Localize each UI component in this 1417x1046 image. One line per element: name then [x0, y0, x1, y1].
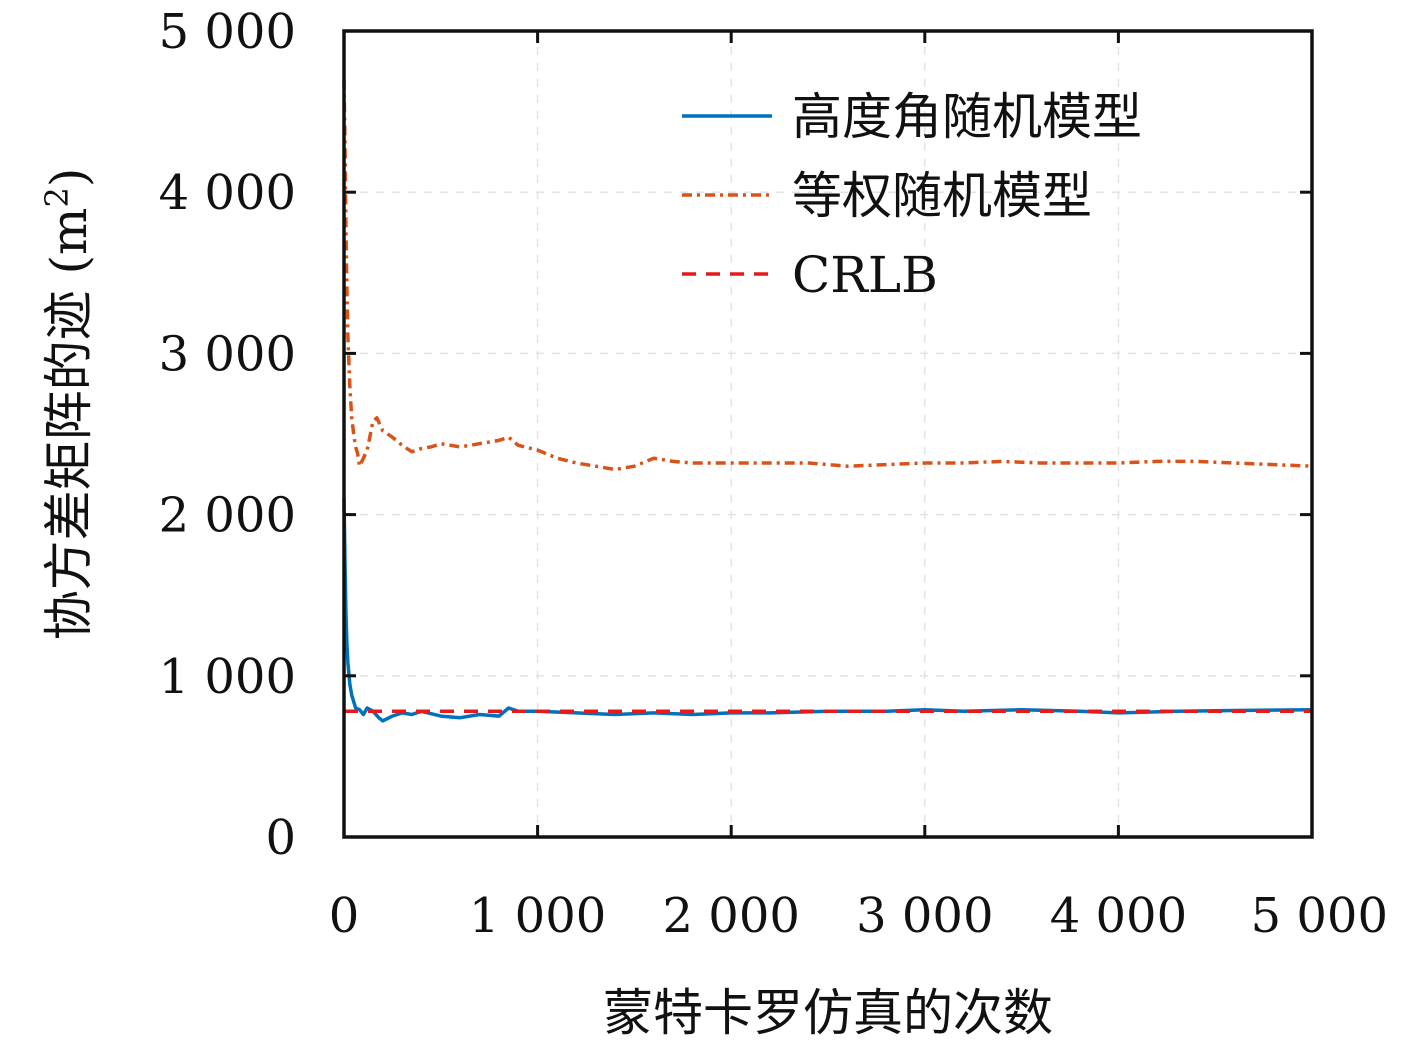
axis-tick-labels: 0 1 000 2 000 3 000 4 000 5 000 0 1 000 2 000 3 0…	[159, 4, 1388, 944]
y-axis-title-superscript: 2	[38, 187, 76, 207]
y-axis-title: 协方差矩阵的迹 (m2)	[38, 168, 98, 641]
y-axis-title-main: 协方差矩阵的迹 (m	[40, 208, 98, 641]
series-lines	[342, 79, 1313, 723]
y-tick-label: 2 000	[159, 488, 296, 544]
x-tick-label: 5 000	[1251, 888, 1388, 944]
x-tick-label: 1 000	[469, 888, 606, 944]
y-tick-label: 1 000	[159, 649, 296, 705]
y-axis-title-close: )	[40, 168, 98, 188]
x-axis-title: 蒙特卡罗仿真的次数	[603, 984, 1053, 1042]
x-tick-label: 3 000	[856, 888, 993, 944]
axis-ticks	[342, 29, 1314, 839]
x-tick-label: 2 000	[662, 888, 799, 944]
plot-frame	[342, 29, 1314, 839]
y-tick-label: 0	[265, 810, 296, 866]
legend-label: 等权随机模型	[792, 167, 1092, 225]
y-tick-label: 5 000	[159, 4, 296, 60]
series-line	[342, 79, 1313, 472]
grid-lines	[344, 31, 1312, 837]
x-tick-label: 4 000	[1050, 888, 1187, 944]
y-tick-label: 4 000	[159, 165, 296, 221]
y-tick-label: 3 000	[159, 326, 296, 382]
x-tick-label: 0	[329, 888, 360, 944]
legend-label: 高度角随机模型	[792, 88, 1142, 146]
series-line	[342, 498, 1313, 723]
legend-label: CRLB	[792, 246, 938, 304]
